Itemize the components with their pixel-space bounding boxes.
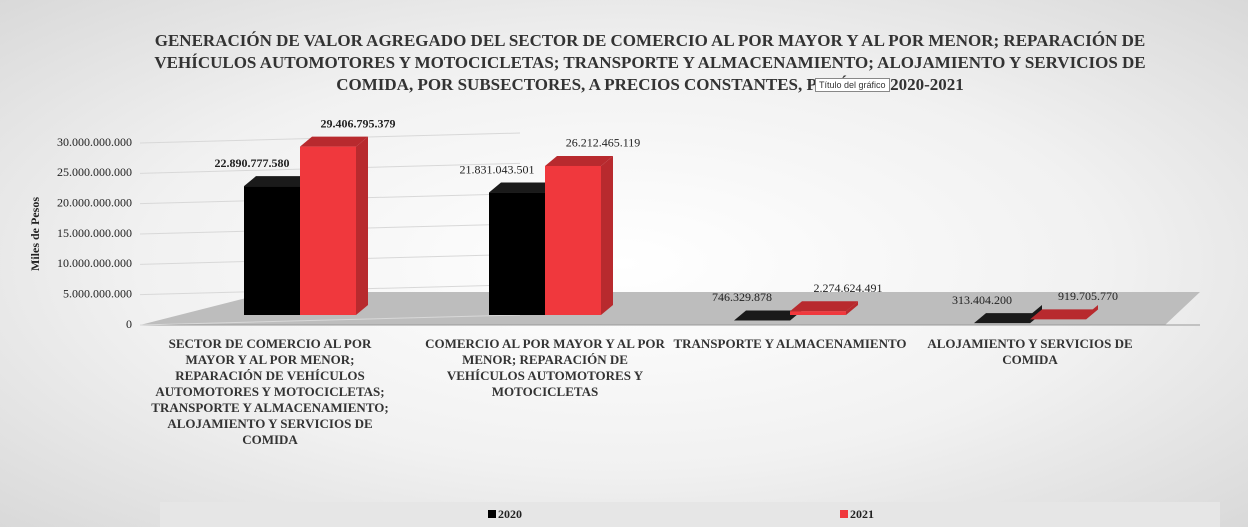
bar-side (601, 155, 613, 315)
bar-top (1030, 309, 1098, 320)
floor (140, 292, 1200, 325)
y-tick-label: 15.000.000.000 (57, 226, 132, 240)
legend-swatch (488, 510, 496, 518)
data-label: 746.329.878 (712, 290, 772, 304)
x-tick-label: ALOJAMIENTO Y SERVICIOS DE COMIDA (927, 336, 1133, 367)
y-tick-label: 0 (126, 317, 132, 331)
y-tick-label: 25.000.000.000 (57, 165, 132, 179)
bar-top (244, 176, 312, 187)
bar-front (489, 192, 545, 315)
legend-label: 2021 (850, 507, 874, 521)
bar-side (356, 136, 368, 315)
bar (790, 301, 858, 315)
legend-label: 2020 (498, 507, 522, 521)
data-label: 919.705.770 (1058, 289, 1118, 303)
bar-top (790, 301, 858, 312)
bar-front (545, 165, 601, 315)
data-label: 313.404.200 (952, 293, 1012, 307)
y-axis-label: Miles de Pesos (28, 197, 42, 271)
data-label: 26.212.465.119 (566, 136, 641, 150)
x-tick-label: SECTOR DE COMERCIO AL POR MAYOR Y AL POR… (151, 336, 389, 447)
data-label: 21.831.043.501 (460, 162, 535, 176)
data-label: 2.274.624.491 (814, 281, 883, 295)
y-tick-label: 5.000.000.000 (63, 286, 132, 300)
bar-top (734, 310, 802, 321)
bar (300, 136, 368, 315)
legend-band (160, 502, 1220, 527)
y-tick-label: 10.000.000.000 (57, 256, 132, 270)
bar-front (790, 311, 846, 315)
x-tick-label: TRANSPORTE Y ALMACENAMIENTO (673, 336, 907, 351)
bar-top (489, 182, 557, 193)
chart-title: GENERACIÓN DE VALOR AGREGADO DEL SECTOR … (154, 31, 1146, 94)
y-tick-label: 30.000.000.000 (57, 135, 132, 149)
data-label: 29.406.795.379 (321, 116, 396, 130)
bar (1030, 305, 1098, 320)
bar-top (974, 313, 1042, 324)
bar-front (300, 146, 356, 315)
bar-top (300, 136, 368, 147)
bar (545, 155, 613, 315)
legend-swatch (840, 510, 848, 518)
grid-line (139, 314, 521, 326)
data-label: 22.890.777.580 (215, 156, 290, 170)
x-tick-label: COMERCIO AL POR MAYOR Y AL POR MENOR; RE… (425, 336, 665, 399)
bar-top (545, 155, 613, 166)
bar-front (244, 186, 300, 315)
bar-side (846, 301, 858, 315)
y-tick-label: 20.000.000.000 (57, 195, 132, 209)
tooltip: Título del gráfico (815, 78, 890, 92)
